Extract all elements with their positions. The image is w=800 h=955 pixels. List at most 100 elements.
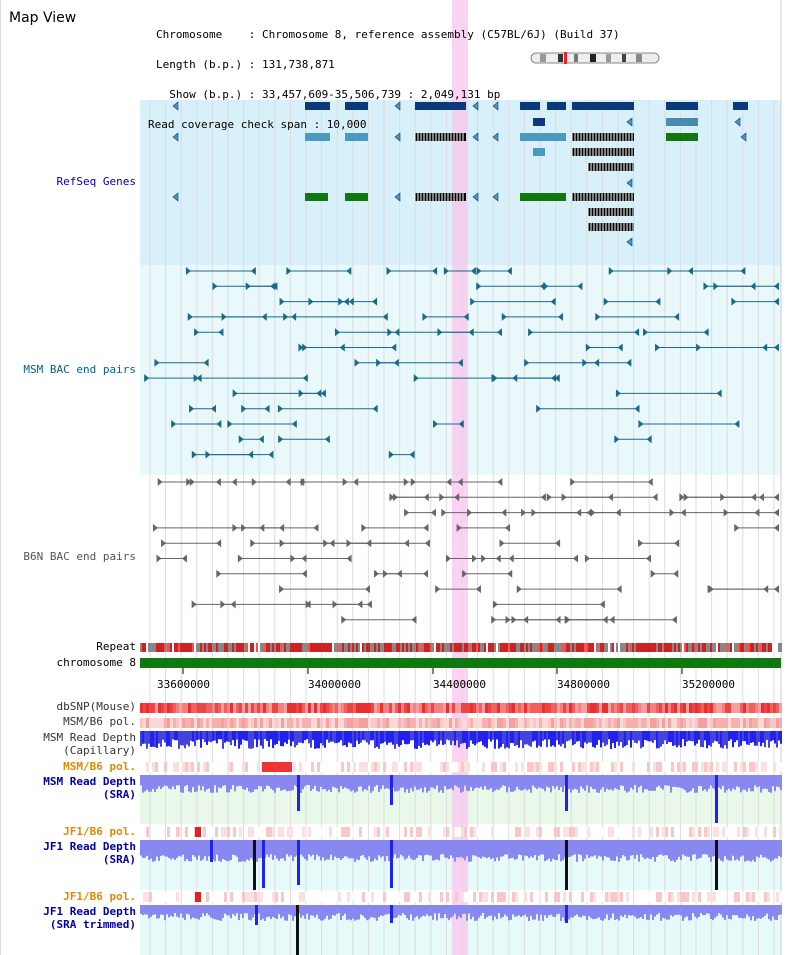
jf1-pol-mark	[485, 827, 488, 837]
track-label-msm-depth-sra: MSM Read Depth	[43, 775, 136, 788]
msm-capillary-depth	[702, 731, 704, 748]
msm-bac-pair-end	[463, 312, 469, 321]
repeat-mark	[236, 643, 238, 652]
jf1-pol-mark	[743, 827, 746, 837]
dbsnp-mark	[608, 703, 611, 713]
jf1-trim-depth	[270, 905, 272, 920]
repeat-mark	[450, 643, 452, 652]
msm-pol2-mark	[437, 762, 440, 772]
msm-pol-mark	[569, 718, 572, 728]
jf1-trim-depth	[742, 905, 744, 919]
b6n-bac-pair-end	[540, 493, 546, 502]
b6n-bac-pair-end	[250, 539, 256, 548]
msm-sra-depth	[466, 775, 468, 791]
msm-capillary-depth	[664, 731, 666, 741]
msm-capillary-depth	[556, 731, 558, 741]
msm-sra-depth	[264, 775, 266, 790]
jf1-trim-depth	[466, 905, 468, 921]
msm-bac-pair-end	[655, 343, 661, 352]
jf1-trim-depth	[680, 905, 682, 916]
jf1-pol2-mark	[305, 892, 308, 902]
repeat-mark	[420, 643, 422, 652]
jf1-sra-depth	[608, 840, 610, 858]
msm-capillary-depth	[182, 731, 184, 746]
msm-capillary-depth	[566, 731, 568, 742]
jf1-trim-depth	[474, 905, 476, 921]
jf1-trim-depth	[686, 905, 688, 917]
jf1-trim-depth	[286, 905, 288, 921]
jf1-sra-depth	[204, 840, 206, 857]
msm-capillary-depth	[464, 731, 466, 743]
jf1-pol2-mark	[710, 892, 713, 902]
msm-capillary-depth	[178, 731, 180, 749]
msm-sra-depth	[194, 775, 196, 793]
dbsnp-mark	[602, 703, 605, 713]
msm-pol2-mark	[716, 762, 719, 772]
msm-sra-depth	[328, 775, 330, 790]
msm-sra-depth	[688, 775, 690, 793]
jf1-sra-depth	[506, 840, 508, 855]
jf1-pol-mark	[320, 827, 323, 837]
msm-pol-mark	[176, 718, 179, 728]
jf1-trim-depth	[220, 905, 222, 921]
msm-pol-mark	[737, 718, 740, 728]
jf1-sra-depth	[434, 840, 436, 860]
jf1-pol-mark	[518, 827, 521, 837]
jf1-sra-depth	[614, 840, 616, 861]
msm-bac-pair-end	[258, 435, 264, 444]
jf1-pol2-mark	[590, 892, 593, 902]
jf1-trim-depth	[448, 905, 450, 921]
track-label-msm-bac[interactable]: MSM BAC end pairs	[23, 363, 136, 376]
jf1-trim-depth	[388, 905, 390, 914]
msm-sra-depth	[738, 775, 740, 788]
jf1-trim-depth	[706, 905, 708, 914]
jf1-sra-depth	[512, 840, 514, 858]
msm-sra-depth	[630, 775, 632, 788]
msm-capillary-depth	[168, 731, 170, 747]
msm-sra-depth	[596, 775, 598, 793]
msm-capillary-depth	[448, 731, 450, 741]
msm-pol2-mark	[248, 762, 251, 772]
dbsnp-mark	[323, 703, 326, 713]
jf1-trim-depth	[508, 905, 510, 921]
msm-pol-mark	[299, 718, 302, 728]
jf1-trim-depth	[450, 905, 452, 918]
msm-sra-depth	[424, 775, 426, 788]
msm-pol2-mark	[158, 762, 161, 772]
dbsnp-mark	[542, 703, 545, 713]
msm-capillary-depth	[418, 731, 420, 746]
jf1-pol-mark	[722, 827, 725, 837]
msm-pol2-mark	[713, 762, 716, 772]
jf1-trim-depth	[416, 905, 418, 917]
jf1-sra-depth	[256, 840, 258, 862]
msm-sra-depth	[440, 775, 442, 791]
msm-pol-mark	[434, 718, 437, 728]
repeat-mark	[354, 643, 356, 652]
chromosome-ideogram[interactable]	[530, 52, 660, 64]
msm-pol2-mark	[161, 762, 164, 772]
track-label-b6n-bac[interactable]: B6N BAC end pairs	[23, 550, 136, 563]
msm-pol-mark	[230, 718, 233, 728]
b6n-bac-pair-end	[220, 600, 226, 609]
jf1-trim-depth	[264, 905, 266, 921]
msm-capillary-depth	[298, 731, 300, 743]
jf1-sra-depth	[364, 840, 366, 858]
repeat-mark	[144, 643, 146, 652]
jf1-sra-depth	[694, 840, 696, 855]
msm-pol-mark	[461, 718, 464, 728]
dbsnp-mark	[539, 703, 542, 713]
repeat-mark	[182, 643, 184, 652]
msm-capillary-depth	[408, 731, 410, 744]
b6n-bac-pair-end	[403, 478, 409, 486]
repeat-mark	[770, 643, 772, 652]
msm-capillary-depth	[472, 731, 474, 744]
repeat-mark	[478, 643, 480, 652]
track-label-refseq-genes[interactable]: RefSeq Genes	[56, 175, 136, 188]
jf1-pol-mark	[542, 827, 545, 837]
dbsnp-mark	[446, 703, 449, 713]
msm-capillary-depth	[416, 731, 418, 749]
repeat-mark	[532, 643, 534, 652]
repeat-mark	[294, 643, 296, 652]
msm-sra-depth	[634, 775, 636, 786]
msm-sra-depth	[682, 775, 684, 789]
